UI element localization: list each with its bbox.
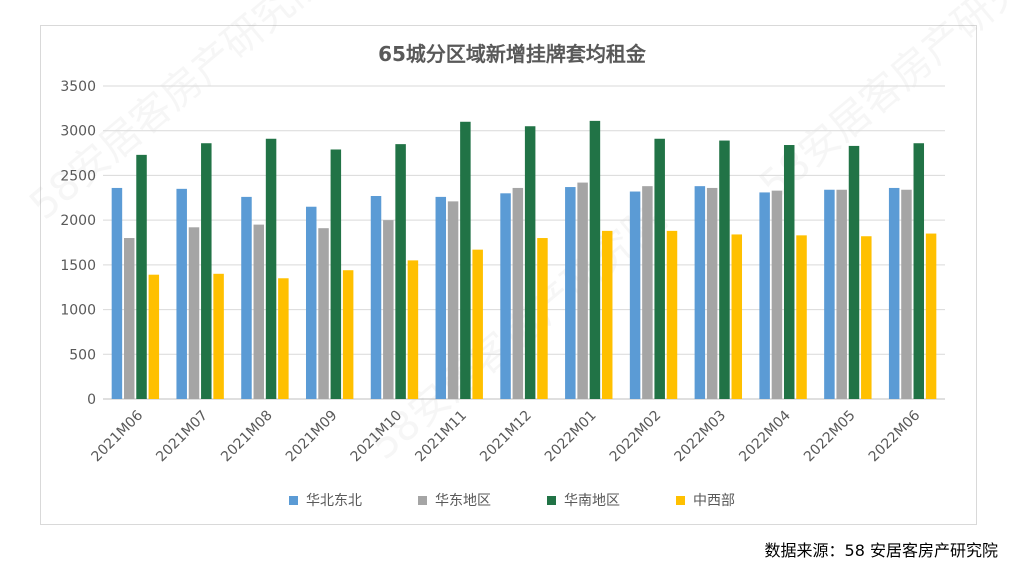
bar xyxy=(305,206,317,399)
bar xyxy=(824,189,835,399)
legend-swatch xyxy=(289,495,298,505)
bar xyxy=(407,260,419,399)
legend-item: 华东地区 xyxy=(418,490,491,510)
bar xyxy=(188,227,200,399)
x-tick-label: 2021M09 xyxy=(283,408,341,466)
y-tick-label: 1500 xyxy=(60,258,96,274)
bar xyxy=(565,187,576,399)
x-tick-label: 2021M07 xyxy=(153,408,211,466)
x-tick-label: 2021M12 xyxy=(477,408,535,466)
y-tick-label: 3000 xyxy=(60,124,96,140)
x-tick-label: 2022M04 xyxy=(736,407,794,465)
bar xyxy=(111,187,123,399)
x-tick-label: 2022M02 xyxy=(607,408,665,466)
source-note: 数据来源：58 安居客房产研究院 xyxy=(764,541,998,560)
bar xyxy=(901,189,912,399)
chart-title: 65城分区域新增挂牌套均租金 xyxy=(378,42,646,66)
bar xyxy=(472,249,483,399)
legend-item: 中西部 xyxy=(676,490,735,510)
y-tick-label: 500 xyxy=(69,347,96,363)
bar xyxy=(318,228,329,399)
y-tick-label: 2000 xyxy=(60,213,96,229)
legend-label: 华南地区 xyxy=(564,493,620,509)
legend-label: 华北东北 xyxy=(306,493,362,509)
bar xyxy=(731,234,743,399)
x-tick-label: 2022M05 xyxy=(801,408,859,466)
bar xyxy=(861,236,872,399)
bar xyxy=(589,120,601,399)
bar xyxy=(460,121,471,400)
bar xyxy=(383,220,394,399)
bar xyxy=(123,238,135,399)
bar xyxy=(370,196,382,399)
legend-item: 华南地区 xyxy=(547,490,620,510)
legend-label: 华东地区 xyxy=(435,493,491,509)
x-tick-label: 2022M03 xyxy=(671,408,729,466)
bar xyxy=(666,230,678,399)
y-tick-label: 1000 xyxy=(60,303,96,319)
bar xyxy=(435,196,447,399)
bar xyxy=(642,186,653,399)
bar xyxy=(601,230,613,399)
bar xyxy=(836,189,847,399)
legend-swatch xyxy=(547,495,556,505)
bar xyxy=(512,187,524,399)
x-tick-label: 2021M08 xyxy=(218,408,276,466)
legend-swatch xyxy=(676,495,685,505)
legend-label: 中西部 xyxy=(693,493,735,509)
bar xyxy=(395,144,406,399)
bar xyxy=(537,238,548,399)
bar xyxy=(783,145,795,399)
bar xyxy=(447,201,459,399)
y-tick-label: 2500 xyxy=(60,168,96,184)
legend-item: 华北东北 xyxy=(289,490,362,510)
x-tick-label: 2022M01 xyxy=(542,408,600,466)
bar xyxy=(925,233,937,399)
bar xyxy=(330,149,342,399)
bar xyxy=(213,273,224,399)
bar xyxy=(848,145,860,399)
bars xyxy=(111,120,937,400)
bar xyxy=(524,126,536,400)
legend: 华北东北 华东地区 华南地区 中西部 xyxy=(0,490,1024,510)
bar xyxy=(253,224,265,399)
bar xyxy=(719,140,730,400)
bar xyxy=(771,190,783,399)
bar xyxy=(759,192,770,399)
legend-swatch xyxy=(418,495,427,505)
bar xyxy=(913,143,925,399)
x-axis-ticks: 2021M06 2021M07 2021M08 2021M09 2021M10 2021M… xyxy=(89,407,924,465)
y-tick-label: 3500 xyxy=(60,79,96,95)
x-tick-label: 2021M11 xyxy=(412,408,470,466)
bar xyxy=(201,143,212,399)
bar xyxy=(148,274,160,399)
bar xyxy=(796,235,807,399)
y-tick-label: 0 xyxy=(87,392,96,408)
x-tick-label: 2022M06 xyxy=(866,407,924,465)
bar xyxy=(136,154,147,399)
bar xyxy=(265,138,277,399)
grid-lines xyxy=(103,85,945,400)
bar xyxy=(706,187,718,399)
bar xyxy=(654,138,665,399)
y-axis-ticks: 0 500 1000 1500 2000 2500 3000 3500 xyxy=(60,79,96,408)
bar xyxy=(176,188,187,399)
bar xyxy=(500,193,511,399)
bar xyxy=(241,196,252,399)
bar xyxy=(629,191,641,399)
bar xyxy=(342,270,354,399)
bar xyxy=(577,182,588,399)
bar xyxy=(888,187,900,399)
x-tick-label: 2021M10 xyxy=(348,408,406,466)
bar xyxy=(694,186,706,399)
bar xyxy=(278,278,289,399)
x-tick-label: 2021M06 xyxy=(89,407,147,465)
